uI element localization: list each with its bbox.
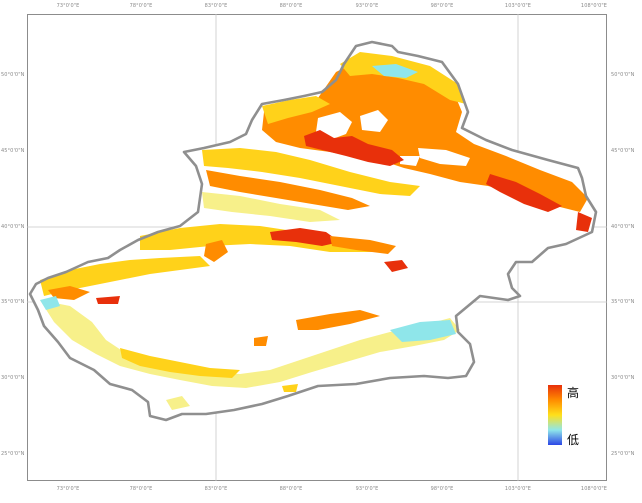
heat-patch: [360, 110, 388, 132]
heat-patch: [202, 192, 340, 222]
lon-tick-label-bottom: 73°0'0"E: [56, 486, 80, 492]
heat-patch: [40, 256, 210, 296]
lat-tick-label-right: 30°0'0"N: [611, 375, 635, 381]
heat-patch: [340, 52, 466, 104]
heat-patch: [262, 96, 330, 124]
heat-patch: [400, 156, 420, 166]
lon-tick-label-top: 78°0'0"E: [129, 3, 153, 9]
heat-patch: [40, 296, 60, 310]
lat-tick-label-left: 35°0'0"N: [1, 299, 25, 305]
lon-tick-label-top: 83°0'0"E: [204, 3, 228, 9]
lon-tick-label-top: 108°0'0"E: [580, 3, 608, 9]
lat-tick-label-left: 45°0'0"N: [1, 148, 25, 154]
lon-tick-label-top: 103°0'0"E: [504, 3, 532, 9]
heat-patch: [330, 236, 396, 254]
legend-low-label: 低: [567, 433, 580, 447]
lat-tick-label-left: 50°0'0"N: [1, 72, 25, 78]
heat-patch: [576, 212, 592, 232]
lon-tick-label-top: 88°0'0"E: [279, 3, 303, 9]
heat-patch: [96, 296, 120, 304]
lon-tick-label-top: 73°0'0"E: [56, 3, 80, 9]
heat-patch: [262, 60, 588, 212]
legend-high-label: 高: [567, 386, 580, 400]
heat-patch: [304, 130, 404, 166]
lon-tick-label-bottom: 98°0'0"E: [430, 486, 454, 492]
region-boundary: [28, 40, 598, 422]
heat-patch: [390, 320, 456, 342]
heat-patch: [48, 286, 90, 300]
lat-tick-label-right: 50°0'0"N: [611, 72, 635, 78]
lon-tick-label-bottom: 103°0'0"E: [504, 486, 532, 492]
heat-patch: [270, 228, 340, 246]
lon-tick-label-bottom: 83°0'0"E: [204, 486, 228, 492]
heat-patch: [486, 174, 562, 212]
heat-patch: [202, 148, 420, 196]
lat-tick-label-right: 40°0'0"N: [611, 224, 635, 230]
heat-patch: [282, 384, 298, 392]
heat-patch: [206, 170, 370, 210]
lat-tick-label-left: 40°0'0"N: [1, 224, 25, 230]
heat-patch: [418, 148, 470, 166]
lon-tick-label-bottom: 108°0'0"E: [580, 486, 608, 492]
lat-tick-label-right: 45°0'0"N: [611, 148, 635, 154]
heat-patch: [254, 336, 268, 346]
heat-patch: [372, 64, 418, 78]
lat-tick-label-right: 25°0'0"N: [611, 451, 635, 457]
raster-data: [40, 52, 592, 410]
lat-tick-label-left: 30°0'0"N: [1, 375, 25, 381]
heat-patch: [384, 260, 408, 272]
lon-tick-label-bottom: 78°0'0"E: [129, 486, 153, 492]
lat-tick-label-right: 35°0'0"N: [611, 299, 635, 305]
legend-color-bar: [548, 385, 562, 445]
lon-tick-label-top: 93°0'0"E: [355, 3, 379, 9]
lon-tick-label-bottom: 88°0'0"E: [279, 486, 303, 492]
heat-patch: [296, 310, 380, 330]
heat-patch: [120, 348, 240, 378]
lon-tick-label-top: 98°0'0"E: [430, 3, 454, 9]
heat-patch: [204, 240, 228, 262]
lon-tick-label-bottom: 93°0'0"E: [355, 486, 379, 492]
lat-tick-label-left: 25°0'0"N: [1, 451, 25, 457]
heat-patch: [166, 396, 190, 410]
